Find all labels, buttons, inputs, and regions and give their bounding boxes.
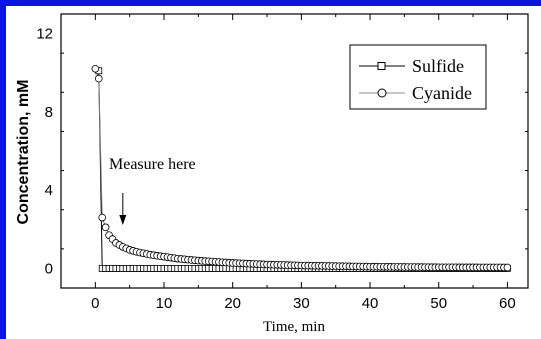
cyanide-point <box>503 263 512 272</box>
x-tick-label: 50 <box>430 295 447 312</box>
x-tick-label: 10 <box>156 295 173 312</box>
x-tick-label: 0 <box>91 295 99 312</box>
x-tick-label: 30 <box>293 295 310 312</box>
annotation-arrow <box>119 193 127 225</box>
blue-border-left <box>0 0 6 339</box>
annotation-arrow-head <box>119 215 127 225</box>
legend-box <box>349 44 487 110</box>
y-tick-label: 8 <box>45 104 53 121</box>
cyanide-point <box>101 223 110 232</box>
legend-sulfide-label: Sulfide <box>412 56 464 76</box>
y-axis-label: Concentration, mM <box>15 80 32 225</box>
cyanide-point <box>91 65 100 73</box>
x-tick-label: 40 <box>362 295 379 312</box>
cyanide-point <box>94 74 103 83</box>
y-tick-label: 12 <box>36 26 53 43</box>
x-tick-label: 60 <box>499 295 516 312</box>
legend-cyanide-marker <box>377 88 387 98</box>
y-tick-label: 0 <box>45 260 53 277</box>
cyanide-point <box>98 213 107 222</box>
x-axis-label: Time, min <box>263 319 325 335</box>
legend-cyanide-label: Cyanide <box>412 83 472 103</box>
x-tick-label: 20 <box>224 295 241 312</box>
legend: Sulfide Cyanide <box>349 44 487 110</box>
annotation-text: Measure here <box>109 156 196 173</box>
legend-sulfide-marker <box>377 62 386 70</box>
y-tick-label: 4 <box>45 182 53 199</box>
blue-border-top <box>0 0 541 6</box>
